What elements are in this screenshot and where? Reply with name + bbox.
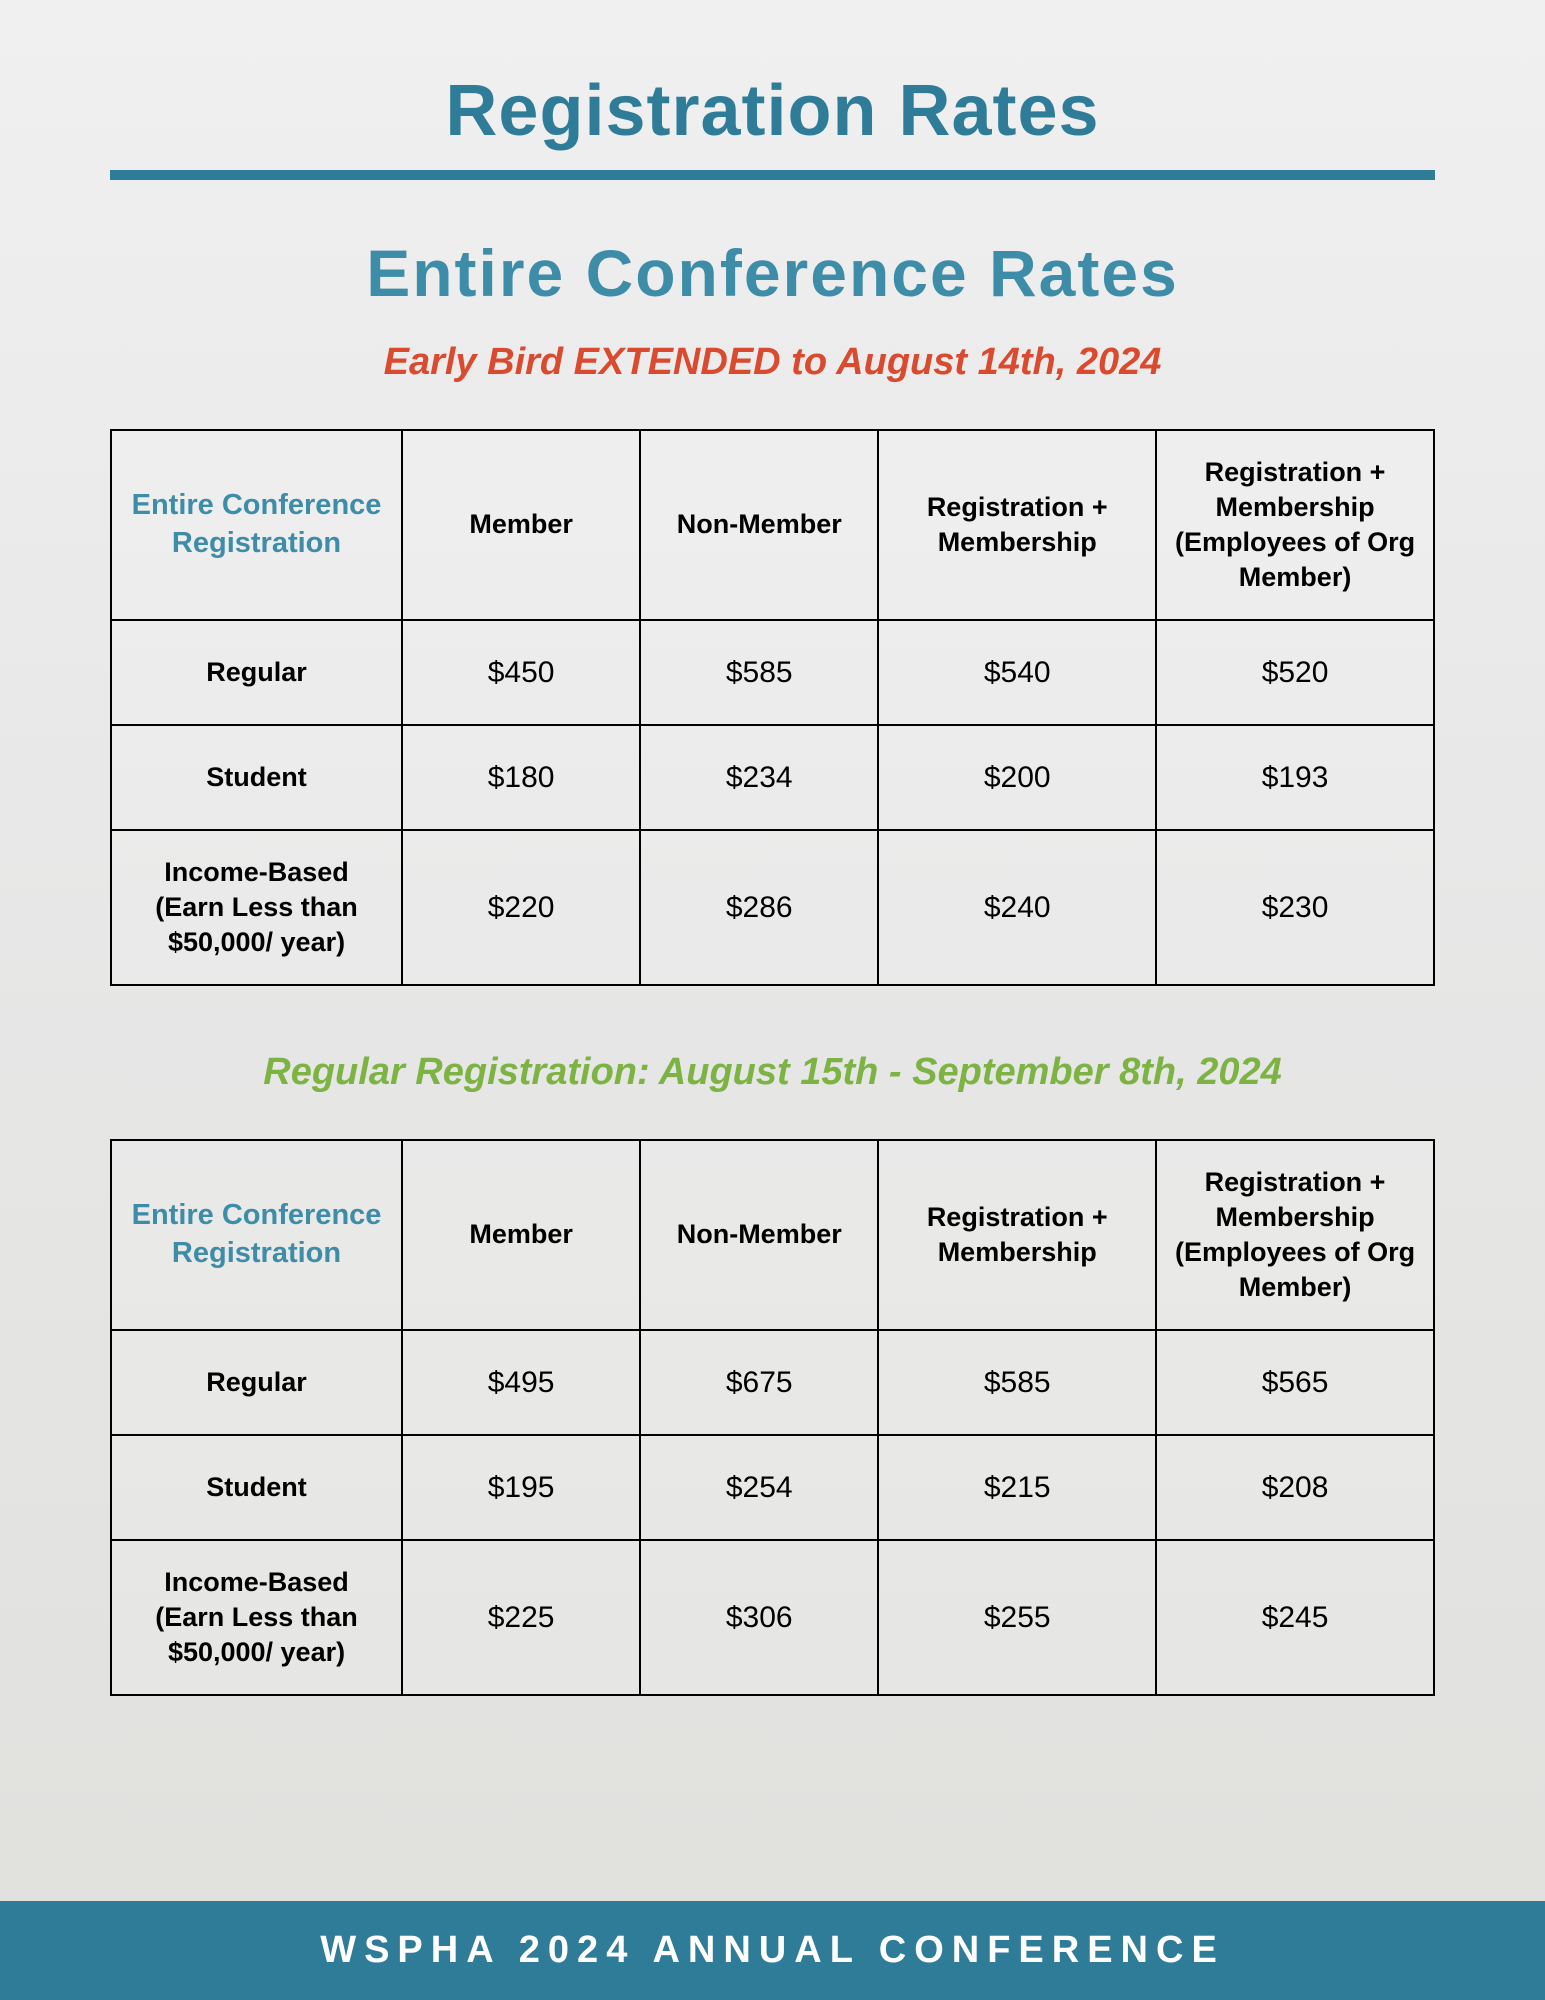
cell: $245 <box>1156 1540 1434 1695</box>
table-row: Income-Based (Earn Less than $50,000/ ye… <box>111 1540 1434 1695</box>
cell: $565 <box>1156 1330 1434 1435</box>
header-reg-membership: Registration + Membership <box>878 430 1156 620</box>
regular-table: Entire Conference Registration Member No… <box>110 1139 1435 1696</box>
cell: $240 <box>878 830 1156 985</box>
cell: $254 <box>640 1435 878 1540</box>
header-member: Member <box>402 1140 640 1330</box>
row-label: Income-Based (Earn Less than $50,000/ ye… <box>111 830 402 985</box>
row-label: Student <box>111 725 402 830</box>
cell: $208 <box>1156 1435 1434 1540</box>
table-row: Student $180 $234 $200 $193 <box>111 725 1434 830</box>
cell: $234 <box>640 725 878 830</box>
row-label: Regular <box>111 1330 402 1435</box>
regular-subtitle: Regular Registration: August 15th - Sept… <box>110 1051 1435 1094</box>
cell: $585 <box>878 1330 1156 1435</box>
cell: $585 <box>640 620 878 725</box>
table-header-row: Entire Conference Registration Member No… <box>111 430 1434 620</box>
header-nonmember: Non-Member <box>640 1140 878 1330</box>
page-title: Registration Rates <box>110 70 1435 152</box>
header-nonmember: Non-Member <box>640 430 878 620</box>
header-registration: Entire Conference Registration <box>111 1140 402 1330</box>
cell: $180 <box>402 725 640 830</box>
cell: $495 <box>402 1330 640 1435</box>
title-divider <box>110 170 1435 180</box>
cell: $230 <box>1156 830 1434 985</box>
page-container: Registration Rates Entire Conference Rat… <box>0 0 1545 2000</box>
cell: $306 <box>640 1540 878 1695</box>
cell: $220 <box>402 830 640 985</box>
header-reg-membership-org: Registration + Membership (Employees of … <box>1156 1140 1434 1330</box>
header-reg-membership-org: Registration + Membership (Employees of … <box>1156 430 1434 620</box>
cell: $215 <box>878 1435 1156 1540</box>
cell: $286 <box>640 830 878 985</box>
table-row: Regular $450 $585 $540 $520 <box>111 620 1434 725</box>
header-member: Member <box>402 430 640 620</box>
header-reg-membership: Registration + Membership <box>878 1140 1156 1330</box>
table-row: Regular $495 $675 $585 $565 <box>111 1330 1434 1435</box>
row-label: Regular <box>111 620 402 725</box>
cell: $255 <box>878 1540 1156 1695</box>
cell: $450 <box>402 620 640 725</box>
table-row: Income-Based (Earn Less than $50,000/ ye… <box>111 830 1434 985</box>
footer-bar: WSPHA 2024 ANNUAL CONFERENCE <box>0 1901 1545 2000</box>
early-bird-subtitle: Early Bird EXTENDED to August 14th, 2024 <box>110 341 1435 384</box>
table-row: Student $195 $254 $215 $208 <box>111 1435 1434 1540</box>
cell: $540 <box>878 620 1156 725</box>
early-bird-table: Entire Conference Registration Member No… <box>110 429 1435 986</box>
cell: $195 <box>402 1435 640 1540</box>
cell: $675 <box>640 1330 878 1435</box>
cell: $200 <box>878 725 1156 830</box>
cell: $520 <box>1156 620 1434 725</box>
header-registration: Entire Conference Registration <box>111 430 402 620</box>
row-label: Student <box>111 1435 402 1540</box>
row-label: Income-Based (Earn Less than $50,000/ ye… <box>111 1540 402 1695</box>
cell: $193 <box>1156 725 1434 830</box>
section-title: Entire Conference Rates <box>110 235 1435 311</box>
cell: $225 <box>402 1540 640 1695</box>
table-header-row: Entire Conference Registration Member No… <box>111 1140 1434 1330</box>
